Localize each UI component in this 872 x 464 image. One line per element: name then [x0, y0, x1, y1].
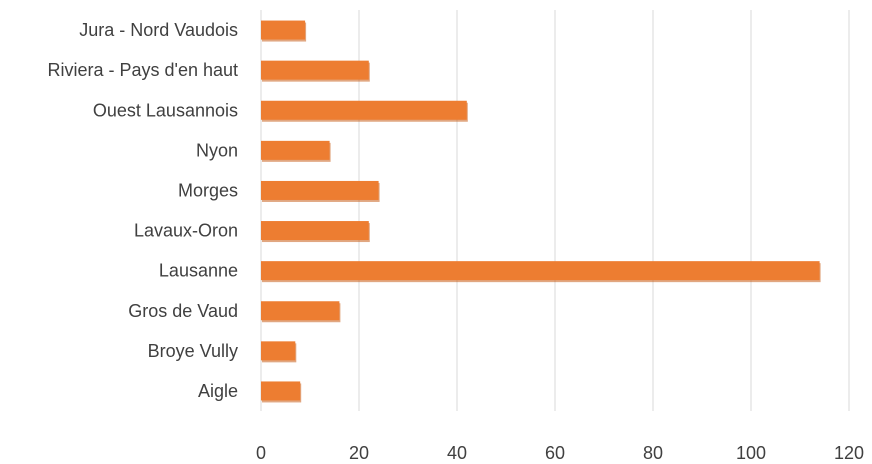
category-label: Jura - Nord Vaudois — [79, 20, 238, 40]
category-label: Morges — [178, 180, 238, 200]
category-label: Lausanne — [159, 261, 238, 281]
bar — [261, 180, 379, 200]
x-tick-label: 60 — [545, 443, 565, 463]
category-labels: Jura - Nord Vaudois Riviera - Pays d'en h… — [47, 20, 238, 401]
x-tick-labels: 0 20 40 60 80 100 120 — [256, 443, 864, 463]
category-label: Lavaux-Oron — [134, 221, 238, 241]
bar — [261, 381, 301, 401]
x-tick-label: 40 — [447, 443, 467, 463]
category-label: Aigle — [198, 381, 238, 401]
category-label: Broye Vully — [148, 341, 238, 361]
bar — [261, 60, 369, 80]
bar — [261, 100, 467, 120]
x-tick-label: 20 — [349, 443, 369, 463]
bar — [261, 341, 296, 361]
x-tick-label: 0 — [256, 443, 266, 463]
category-label: Riviera - Pays d'en haut — [47, 60, 238, 80]
x-tick-label: 120 — [834, 443, 864, 463]
bars — [261, 20, 821, 403]
x-tick-label: 80 — [643, 443, 663, 463]
category-label: Ouest Lausannois — [93, 100, 238, 120]
bar — [261, 221, 369, 241]
bar — [261, 261, 820, 281]
bar — [261, 140, 330, 160]
x-tick-label: 100 — [736, 443, 766, 463]
category-label: Nyon — [196, 140, 238, 160]
bar — [261, 301, 340, 321]
bar — [261, 20, 306, 40]
category-label: Gros de Vaud — [128, 301, 238, 321]
